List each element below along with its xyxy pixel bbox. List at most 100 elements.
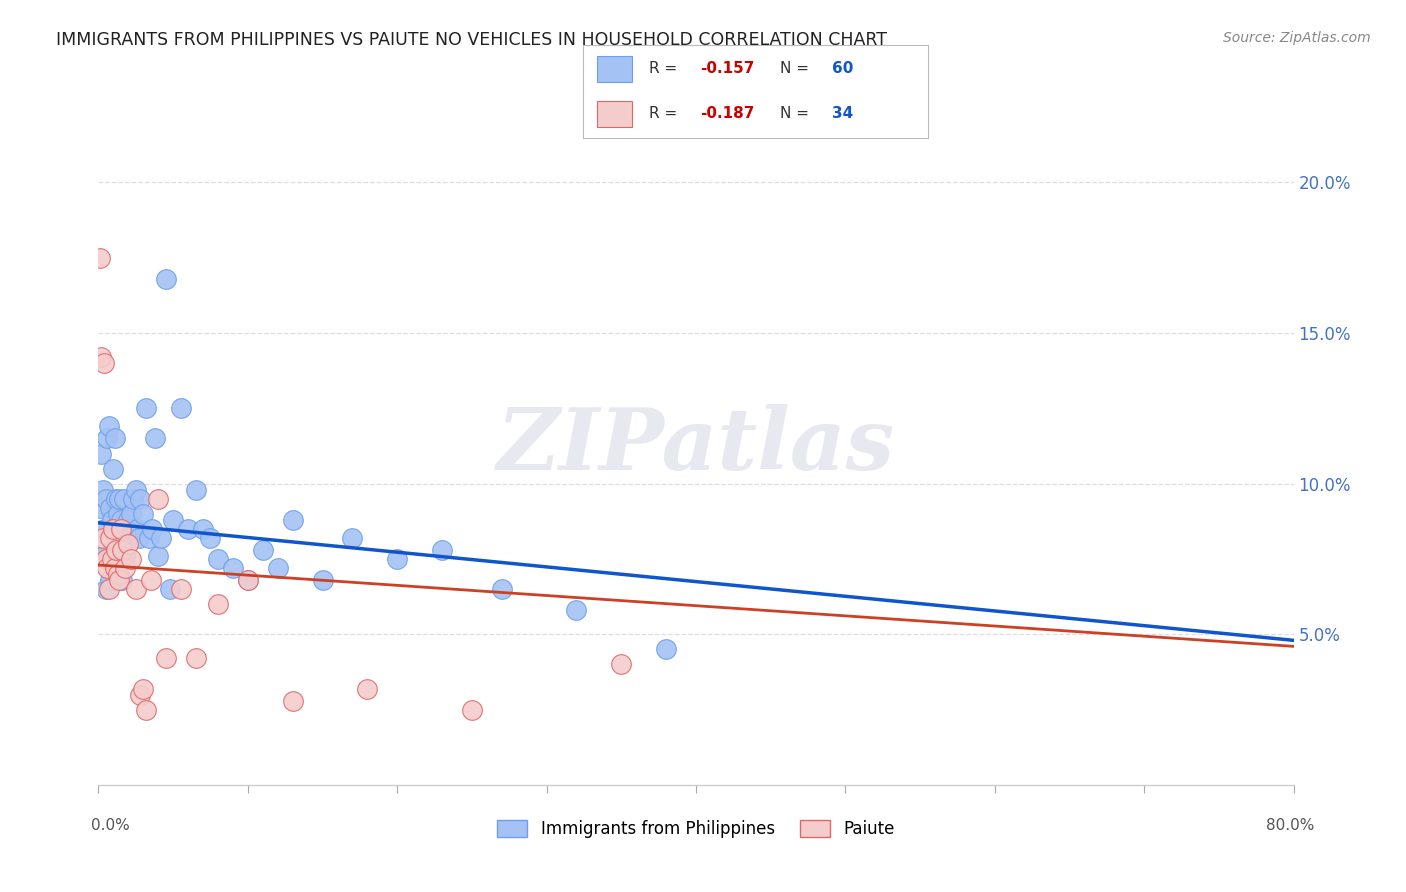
Text: 60: 60 — [831, 62, 853, 77]
Point — [94, 582, 117, 596]
Point — [120, 552, 142, 566]
Point — [169, 401, 191, 416]
Point — [135, 401, 157, 416]
Point — [97, 419, 120, 434]
Point — [200, 531, 222, 545]
Text: Source: ZipAtlas.com: Source: ZipAtlas.com — [1223, 31, 1371, 45]
Point — [93, 522, 115, 536]
Point — [101, 513, 124, 527]
Point — [105, 543, 128, 558]
Point — [97, 552, 120, 566]
Point — [207, 552, 229, 566]
Point — [177, 522, 200, 536]
Point — [150, 531, 173, 545]
Point — [117, 537, 139, 551]
Point — [104, 561, 127, 575]
Point — [90, 350, 112, 364]
Text: N =: N = — [780, 62, 814, 77]
Point — [107, 567, 129, 582]
Point — [143, 432, 166, 446]
Point — [125, 483, 148, 497]
Point — [105, 491, 128, 506]
Text: ZIPatlas: ZIPatlas — [496, 404, 896, 488]
Point — [120, 507, 142, 521]
Point — [111, 573, 134, 587]
Point — [141, 522, 163, 536]
Point — [129, 688, 152, 702]
Point — [114, 561, 136, 575]
Point — [184, 651, 207, 665]
Point — [121, 491, 143, 506]
Point — [91, 483, 114, 497]
Text: 34: 34 — [831, 106, 853, 121]
Point — [107, 507, 129, 521]
Point — [138, 531, 160, 545]
Point — [112, 491, 135, 506]
Point — [108, 573, 131, 587]
Point — [118, 522, 141, 536]
Text: R =: R = — [650, 106, 682, 121]
FancyBboxPatch shape — [598, 101, 631, 127]
Point — [281, 693, 304, 707]
Point — [655, 642, 678, 657]
Point — [281, 513, 304, 527]
Point — [96, 432, 118, 446]
Point — [110, 522, 132, 536]
Point — [191, 522, 214, 536]
Point — [101, 552, 124, 566]
Point — [94, 552, 117, 566]
Point — [159, 582, 181, 596]
Point — [89, 500, 111, 515]
Text: IMMIGRANTS FROM PHILIPPINES VS PAIUTE NO VEHICLES IN HOUSEHOLD CORRELATION CHART: IMMIGRANTS FROM PHILIPPINES VS PAIUTE NO… — [56, 31, 887, 49]
Point — [93, 549, 115, 563]
Text: 80.0%: 80.0% — [1267, 818, 1315, 832]
Text: 0.0%: 0.0% — [91, 818, 131, 832]
Point — [148, 549, 170, 563]
Point — [97, 582, 120, 596]
Text: -0.157: -0.157 — [700, 62, 755, 77]
Point — [125, 582, 148, 596]
Point — [267, 561, 290, 575]
Point — [236, 573, 259, 587]
Point — [96, 561, 118, 575]
Point — [565, 603, 588, 617]
Point — [128, 531, 150, 545]
Point — [98, 500, 122, 515]
Point — [114, 549, 136, 563]
Point — [104, 432, 127, 446]
Point — [111, 543, 134, 558]
Point — [98, 531, 122, 545]
Legend: Immigrants from Philippines, Paiute: Immigrants from Philippines, Paiute — [491, 813, 901, 845]
Point — [132, 507, 155, 521]
FancyBboxPatch shape — [598, 56, 631, 82]
Point — [139, 573, 162, 587]
Point — [430, 543, 453, 558]
Point — [108, 491, 131, 506]
Point — [117, 513, 139, 527]
Point — [155, 272, 177, 286]
Point — [252, 543, 274, 558]
Point — [103, 522, 125, 536]
Point — [342, 531, 364, 545]
Point — [236, 573, 259, 587]
Point — [461, 703, 484, 717]
Point — [91, 531, 114, 545]
Point — [103, 461, 125, 475]
Point — [94, 491, 117, 506]
Point — [184, 483, 207, 497]
Point — [89, 251, 111, 265]
Y-axis label: No Vehicles in Household: No Vehicles in Household — [0, 350, 7, 542]
Point — [356, 681, 378, 696]
Point — [169, 582, 191, 596]
Point — [98, 573, 122, 587]
Point — [311, 573, 333, 587]
Point — [110, 513, 132, 527]
Point — [93, 356, 115, 370]
Point — [90, 446, 112, 460]
Point — [491, 582, 513, 596]
Point — [129, 491, 152, 506]
Text: R =: R = — [650, 62, 682, 77]
Text: N =: N = — [780, 106, 814, 121]
Point — [110, 531, 132, 545]
Point — [127, 522, 149, 536]
